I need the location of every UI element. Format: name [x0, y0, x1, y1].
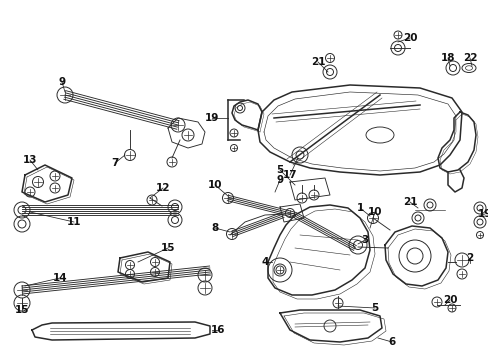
Text: 20: 20 [402, 33, 416, 43]
Text: 17: 17 [282, 170, 297, 180]
Text: 1: 1 [356, 203, 363, 213]
Text: 5: 5 [370, 303, 378, 313]
Text: 2: 2 [466, 253, 473, 263]
Text: 9: 9 [59, 77, 65, 87]
Text: 14: 14 [53, 273, 67, 283]
Text: 15: 15 [161, 243, 175, 253]
Text: 20: 20 [442, 295, 456, 305]
Text: 3: 3 [361, 235, 368, 245]
Text: 8: 8 [211, 223, 218, 233]
Text: 19: 19 [477, 209, 488, 219]
Text: 6: 6 [387, 337, 395, 347]
Text: 21: 21 [402, 197, 416, 207]
Text: 19: 19 [204, 113, 219, 123]
Text: 15: 15 [15, 305, 29, 315]
Text: 10: 10 [367, 207, 382, 217]
Text: 13: 13 [23, 155, 37, 165]
Text: 5: 5 [276, 165, 283, 175]
Text: 16: 16 [210, 325, 225, 335]
Text: 7: 7 [111, 158, 119, 168]
Text: 18: 18 [440, 53, 454, 63]
Text: 10: 10 [207, 180, 222, 190]
Text: 9: 9 [276, 175, 283, 185]
Text: 22: 22 [462, 53, 476, 63]
Text: 12: 12 [156, 183, 170, 193]
Text: 4: 4 [261, 257, 268, 267]
Text: 21: 21 [310, 57, 325, 67]
Text: 11: 11 [67, 217, 81, 227]
